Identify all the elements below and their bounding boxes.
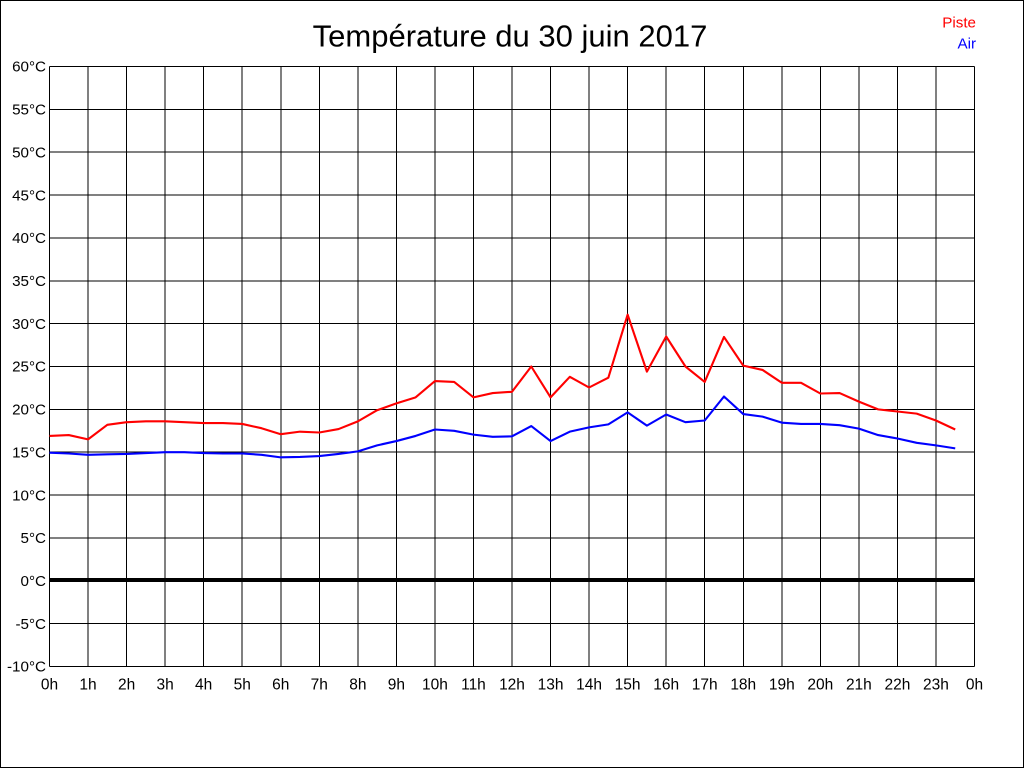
svg-text:5°C: 5°C <box>21 530 47 547</box>
svg-text:-10°C: -10°C <box>7 659 46 676</box>
svg-text:17h: 17h <box>692 676 718 693</box>
svg-text:10°C: 10°C <box>12 487 46 504</box>
svg-text:40°C: 40°C <box>12 230 46 247</box>
svg-text:8h: 8h <box>349 676 366 693</box>
svg-text:9h: 9h <box>388 676 405 693</box>
svg-text:12h: 12h <box>499 676 525 693</box>
svg-text:22h: 22h <box>884 676 910 693</box>
svg-text:16h: 16h <box>653 676 679 693</box>
svg-text:Température du 30 juin 2017: Température du 30 juin 2017 <box>313 18 708 53</box>
svg-text:2h: 2h <box>118 676 135 693</box>
svg-text:55°C: 55°C <box>12 102 46 119</box>
svg-text:-5°C: -5°C <box>15 616 46 633</box>
svg-text:10h: 10h <box>422 676 448 693</box>
svg-text:30°C: 30°C <box>12 316 46 333</box>
svg-text:Piste: Piste <box>942 15 976 32</box>
svg-text:35°C: 35°C <box>12 273 46 290</box>
svg-text:13h: 13h <box>538 676 564 693</box>
svg-text:0h: 0h <box>966 676 983 693</box>
svg-text:3h: 3h <box>156 676 173 693</box>
svg-text:21h: 21h <box>846 676 872 693</box>
svg-text:14h: 14h <box>576 676 602 693</box>
svg-text:19h: 19h <box>769 676 795 693</box>
svg-text:6h: 6h <box>272 676 289 693</box>
svg-text:20°C: 20°C <box>12 402 46 419</box>
svg-text:0h: 0h <box>41 676 58 693</box>
svg-text:50°C: 50°C <box>12 144 46 161</box>
svg-text:15°C: 15°C <box>12 444 46 461</box>
svg-text:18h: 18h <box>730 676 756 693</box>
svg-text:23h: 23h <box>923 676 949 693</box>
svg-text:0°C: 0°C <box>21 573 47 590</box>
svg-text:Air: Air <box>957 35 976 52</box>
svg-text:5h: 5h <box>234 676 251 693</box>
svg-text:7h: 7h <box>311 676 328 693</box>
svg-text:25°C: 25°C <box>12 359 46 376</box>
svg-text:45°C: 45°C <box>12 187 46 204</box>
svg-text:15h: 15h <box>615 676 641 693</box>
svg-text:4h: 4h <box>195 676 212 693</box>
svg-text:1h: 1h <box>79 676 96 693</box>
svg-text:11h: 11h <box>461 676 486 693</box>
svg-text:60°C: 60°C <box>12 59 46 76</box>
svg-text:20h: 20h <box>807 676 833 693</box>
